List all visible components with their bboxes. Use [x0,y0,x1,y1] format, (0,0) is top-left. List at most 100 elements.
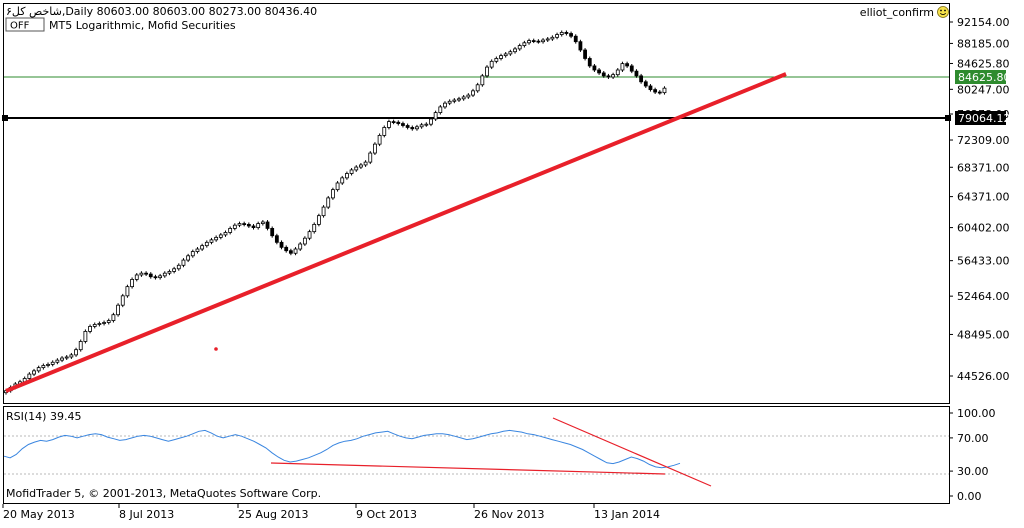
rsi-axis: 100.00 70.00 30.00 0.00 [949,407,996,503]
candle-body [274,235,279,243]
candle-body [447,100,452,104]
price-axis: 92154.0088185.0084625.8080247.0076278.00… [949,16,1010,383]
candle-body [265,221,270,229]
candle-body [377,134,382,145]
candle-body [387,121,391,128]
time-tick-label: 9 Oct 2013 [356,508,417,521]
price-tick-label: 92154.00 [957,16,1010,29]
candle-body [92,324,97,327]
candle-body [550,36,555,40]
candle-body [64,356,69,359]
candle-body [461,96,466,100]
candle-body [134,274,139,280]
candle-body [284,246,289,252]
candle-body [260,221,265,224]
candle-body [485,66,489,77]
candle-body [158,275,163,279]
price-tick-label: 60402.00 [957,222,1010,235]
ea-name[interactable]: elliot_confirm [860,6,934,19]
candle-body [615,69,620,76]
candle-body [246,223,251,227]
candle-body [569,33,573,37]
candle-body [153,276,158,279]
candle-body [457,98,461,101]
price-tick-label: 52464.00 [957,290,1010,303]
time-tick-label: 26 Nov 2013 [474,508,544,521]
candle-body [102,322,106,324]
green-level-label[interactable]: 84625.80 [958,71,1011,84]
candle-body [36,367,41,372]
candle-body [293,248,298,254]
candle-body [657,91,662,94]
candle-body [508,51,513,55]
candle-body [270,228,275,237]
candle-body [288,250,293,254]
candle-body [130,279,134,288]
candle-body [583,49,587,59]
rsi-support-line[interactable] [270,462,666,475]
candle-body [433,112,438,120]
candle-body [438,106,443,114]
chart-subtitle: MT5 Logarithmic, Mofid Securities [49,19,236,32]
candle-body [298,243,303,250]
candle-body [148,273,153,278]
candle-body [601,72,606,77]
candle-body [494,58,499,62]
candle-body [302,237,307,245]
candle-body [139,272,144,276]
candle-body [536,40,541,43]
off-badge[interactable]: OFF [10,21,30,32]
price-tick-label: 72309.00 [957,134,1010,147]
candle-body [321,206,326,217]
candle-body [573,35,578,43]
black-level-right-handle[interactable] [945,115,951,121]
candle-body [279,241,284,248]
black-level-left-handle[interactable] [2,115,8,121]
rsi-resistance-line[interactable] [552,417,712,487]
rsi-tick-label: 0.00 [957,490,982,503]
off-badge-box[interactable] [5,17,45,32]
candle-body [60,357,64,361]
rsi-tick-label: 70.00 [957,432,989,445]
price-tick-label: 68371.00 [957,161,1010,174]
candle-body [527,40,531,44]
time-axis: 20 May 2013 8 Jul 2013 25 Aug 2013 9 Oct 20… [2,504,660,521]
black-level-label-box[interactable] [955,111,1006,125]
time-tick-label: 20 May 2013 [3,508,75,521]
price-tick-label: 80247.00 [957,83,1010,96]
candle-body [564,32,569,34]
rsi-line [3,429,681,469]
candle-body [214,236,219,241]
candle-body [592,65,597,71]
candle-body [531,40,536,42]
candle-body [587,58,592,67]
trendline[interactable] [5,72,787,393]
candle-body [218,234,223,238]
black-level-label[interactable]: 79064.12 [958,112,1011,125]
candle-body [419,124,424,128]
main-chart-frame[interactable] [3,3,950,404]
candle-body [648,85,653,91]
candle-body [639,75,644,83]
candle-body [359,164,363,168]
candle-body [443,102,447,108]
candle-body [662,87,667,94]
price-tick-label: 88185.00 [957,37,1010,50]
candle-body [415,126,419,130]
candle-body [401,123,405,126]
candle-body [181,259,186,266]
price-tick-label: 56433.00 [957,255,1010,268]
rsi-subwindow-frame[interactable] [3,406,950,504]
green-level-label-box[interactable] [955,70,1006,84]
candle-body [499,55,503,59]
rsi-label: RSI(14) 39.45 [6,410,81,423]
candle-body [41,365,46,369]
candle-body [176,264,181,270]
candle-body [363,161,368,166]
candle-body [410,127,415,130]
candle-body [88,326,92,332]
candle-body [424,123,429,126]
smiley-face-icon[interactable] [937,6,949,18]
candle-body [125,286,130,297]
